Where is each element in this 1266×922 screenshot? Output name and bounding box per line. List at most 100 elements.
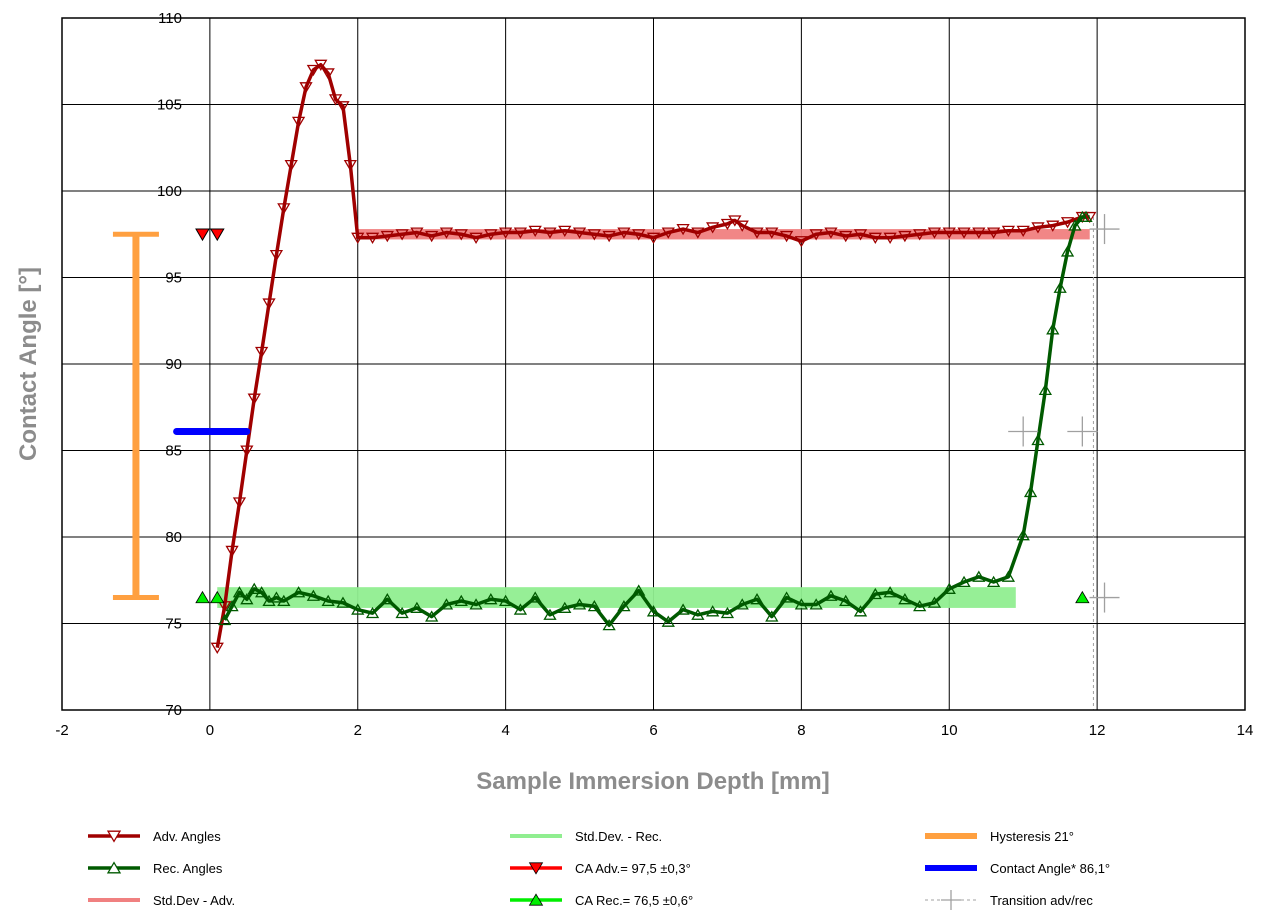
legend-label: Rec. Angles — [153, 861, 223, 876]
adv-angle-marker — [1016, 225, 1030, 238]
adv-angle-marker — [646, 232, 661, 244]
rec-angle-marker — [1079, 210, 1093, 223]
x-tick-label: 14 — [1237, 722, 1254, 739]
legend-label: CA Rec.= 76,5 ±0,6° — [575, 893, 693, 908]
adv-angle-marker — [232, 497, 247, 509]
y-tick-labels: 70 75 80 85 90 95 100 105 110 — [157, 10, 182, 719]
rec-angle-marker — [957, 575, 971, 588]
adv-angle-marker — [691, 227, 705, 239]
y-tick-label: 100 — [157, 183, 182, 200]
rec-angle-marker — [676, 603, 690, 615]
rec-angle-marker — [218, 613, 232, 626]
adv-angle-marker — [240, 445, 254, 457]
legend-label: CA Adv.= 97,5 ±0,3° — [575, 861, 691, 876]
adv-angle-marker — [410, 227, 424, 239]
adv-angle-marker — [587, 229, 601, 241]
rec-angle-marker — [942, 582, 956, 594]
adv-angle-marker — [972, 227, 986, 239]
adv-angle-marker — [602, 230, 616, 243]
y-tick-label: 70 — [165, 702, 182, 719]
adv-angle-marker — [883, 232, 897, 244]
adv-angle-marker — [321, 68, 335, 80]
adv-angle-marker — [1060, 217, 1075, 229]
adv-angle-marker — [868, 232, 882, 244]
adv-angle-marker — [299, 82, 313, 94]
rec-angle-marker — [225, 599, 239, 612]
rec-angle-marker — [1068, 219, 1082, 231]
rec-angle-marker — [779, 591, 794, 603]
rec-angle-marker — [824, 589, 838, 601]
x-tick-label: 4 — [501, 722, 509, 739]
rec-angle-marker — [439, 598, 454, 610]
adv-angle-marker — [706, 222, 720, 234]
adv-angle-marker — [484, 229, 498, 241]
rec-angle-marker — [572, 598, 587, 610]
adv-angle-marker — [913, 229, 927, 241]
ca-adv-marker — [209, 228, 225, 242]
rec-angle-marker — [254, 586, 269, 598]
adv-angle-marker — [1083, 211, 1097, 224]
x-tick-label: 0 — [206, 722, 214, 739]
rec-angle-marker — [868, 587, 882, 600]
rec-angle-marker — [247, 582, 261, 594]
adv-angle-marker — [765, 227, 779, 239]
adv-angle-marker — [351, 232, 365, 244]
rec-angle-marker — [365, 606, 380, 619]
rec-angle-marker — [913, 599, 927, 612]
legend-label: Adv. Angles — [153, 829, 221, 844]
ca-rec-marker — [1075, 590, 1090, 604]
rec-angle-marker — [646, 605, 661, 617]
rec-angle-marker — [469, 598, 483, 610]
adv-angle-marker — [284, 159, 298, 172]
rec-angle-marker — [306, 589, 321, 601]
legend-label: Std.Dev. - Rec. — [575, 829, 662, 844]
adv-angle-marker — [927, 227, 942, 239]
rec-angle-marker — [972, 570, 986, 582]
adv-angle-marker — [794, 236, 809, 248]
legend-swatch-marker — [106, 861, 122, 874]
rec-angle-marker — [1016, 529, 1030, 541]
rec-angle-marker — [410, 601, 424, 613]
x-tick-labels: -2 0 2 4 6 8 10 12 14 — [55, 722, 1253, 739]
adv-angle-marker — [469, 232, 483, 244]
legend-item: CA Adv.= 97,5 ±0,3° — [510, 861, 691, 876]
rec-angle-marker — [794, 598, 809, 610]
adv-angle-marker — [454, 229, 468, 241]
x-tick-label: 2 — [354, 722, 362, 739]
adv-angle-marker — [513, 227, 528, 239]
legend-swatch-marker — [528, 893, 544, 906]
rec-angle-marker — [1046, 323, 1060, 335]
adv-angle-marker — [942, 227, 956, 239]
adv-angle-marker — [853, 229, 868, 241]
rec-angle-marker — [336, 596, 350, 608]
adv-angle-marker — [898, 230, 912, 243]
adv-angle-marker — [395, 229, 409, 241]
adv-angle-marker — [328, 94, 343, 106]
x-tick-label: 12 — [1089, 722, 1106, 739]
rec-angle-marker — [1023, 485, 1038, 498]
adv-angle-marker — [661, 227, 675, 239]
rec-angle-marker — [735, 598, 749, 610]
rec-angle-marker — [1031, 433, 1045, 446]
legend-label: Std.Dev - Adv. — [153, 893, 235, 908]
adv-angle-marker — [779, 230, 794, 243]
rec-angle-marker — [883, 586, 897, 598]
adv-angle-marker — [1001, 225, 1016, 238]
rec-angle-marker — [661, 615, 675, 627]
rec-angle-marker — [853, 605, 868, 617]
legend-item: Adv. Angles — [88, 829, 221, 844]
legend-swatch-marker — [106, 830, 122, 843]
rec-angle-marker — [602, 618, 616, 631]
rec-angle-marker — [543, 608, 557, 620]
x-tick-label: 6 — [649, 722, 657, 739]
adv-angle-marker — [809, 229, 823, 241]
adv-angle-marker — [839, 230, 853, 243]
adv-angle-marker — [735, 220, 749, 232]
adv-angle-marker — [365, 232, 380, 244]
adv-angle-marker — [558, 225, 572, 238]
rec-angle-marker — [750, 593, 764, 605]
legend-item: Rec. Angles — [88, 861, 223, 876]
rec-angle-marker — [395, 606, 409, 619]
